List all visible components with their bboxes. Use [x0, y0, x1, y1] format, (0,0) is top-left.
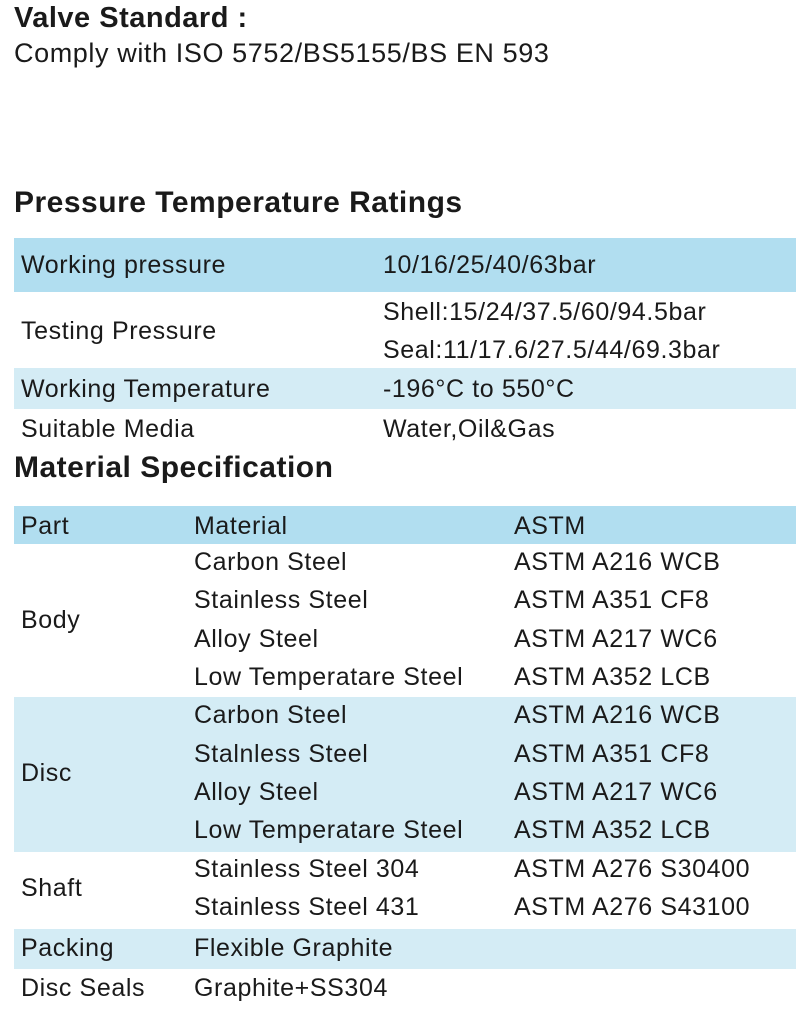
table-group-packing: Packing Flexible Graphite [14, 929, 796, 969]
astm-cell: ASTM A276 S30400 [514, 855, 751, 883]
row-value: 10/16/25/40/63bar [383, 251, 597, 279]
row-label: Suitable Media [21, 415, 195, 443]
astm-cell: ASTM A351 CF8 [514, 586, 710, 614]
table-header-row: Part Material ASTM [14, 506, 796, 544]
row-value: Water,Oil&Gas [383, 415, 556, 443]
header-part: Part [21, 512, 70, 540]
header-astm: ASTM [514, 512, 586, 540]
astm-cell: ASTM A352 LCB [514, 816, 711, 844]
row-label: Working Temperature [21, 375, 271, 403]
valve-standard-text: Comply with ISO 5752/BS5155/BS EN 593 [14, 38, 550, 68]
part-label: Packing [21, 934, 115, 962]
material-cell: Carbon Steel [194, 701, 348, 729]
material-cell: Stainless Steel 431 [194, 893, 420, 921]
part-label: Body [21, 606, 81, 634]
astm-cell: ASTM A217 WC6 [514, 778, 718, 806]
row-label: Testing Pressure [21, 317, 217, 345]
astm-cell: ASTM A351 CF8 [514, 740, 710, 768]
material-cell: Stalnless Steel [194, 740, 369, 768]
table-group-disc-seals: Disc Seals Graphite+SS304 [14, 969, 796, 1009]
header-material: Material [194, 512, 288, 540]
material-cell: Flexible Graphite [194, 934, 394, 962]
row-label: Working pressure [21, 251, 227, 279]
material-spec-title: Material Specification [14, 451, 334, 484]
row-value: Shell:15/24/37.5/60/94.5bar [383, 298, 707, 326]
part-label: Disc Seals [21, 974, 146, 1002]
astm-cell: ASTM A352 LCB [514, 663, 711, 691]
material-cell: Stainless Steel 304 [194, 855, 420, 883]
material-cell: Alloy Steel [194, 625, 319, 653]
material-cell: Low Temperatare Steel [194, 816, 464, 844]
valve-standard-title: Valve Standard : [14, 2, 248, 34]
astm-cell: ASTM A276 S43100 [514, 893, 751, 921]
table-row: Working Temperature -196°C to 550°C [14, 368, 796, 409]
table-group-shaft: Shaft Stainless Steel 304 ASTM A276 S304… [14, 852, 796, 929]
pressure-ratings-title: Pressure Temperature Ratings [14, 186, 463, 219]
astm-cell: ASTM A216 WCB [514, 701, 721, 729]
material-cell: Graphite+SS304 [194, 974, 388, 1002]
astm-cell: ASTM A216 WCB [514, 548, 721, 576]
table-row: Suitable Media Water,Oil&Gas [14, 409, 796, 449]
row-value: Seal:11/17.6/27.5/44/69.3bar [383, 336, 721, 364]
material-cell: Low Temperatare Steel [194, 663, 464, 691]
material-cell: Carbon Steel [194, 548, 348, 576]
table-row: Testing Pressure Shell:15/24/37.5/60/94.… [14, 292, 796, 368]
part-label: Disc [21, 759, 73, 787]
part-label: Shaft [21, 874, 83, 902]
table-group-disc: Disc Carbon Steel ASTM A216 WCB Stalnles… [14, 697, 796, 852]
material-cell: Stainless Steel [194, 586, 369, 614]
material-spec-table: Part Material ASTM Body Carbon Steel AST… [14, 506, 796, 1009]
pressure-ratings-table: Working pressure 10/16/25/40/63bar Testi… [14, 238, 796, 449]
material-cell: Alloy Steel [194, 778, 319, 806]
row-value: -196°C to 550°C [383, 375, 575, 403]
astm-cell: ASTM A217 WC6 [514, 625, 718, 653]
table-row: Working pressure 10/16/25/40/63bar [14, 238, 796, 292]
table-group-body: Body Carbon Steel ASTM A216 WCB Stainles… [14, 544, 796, 697]
